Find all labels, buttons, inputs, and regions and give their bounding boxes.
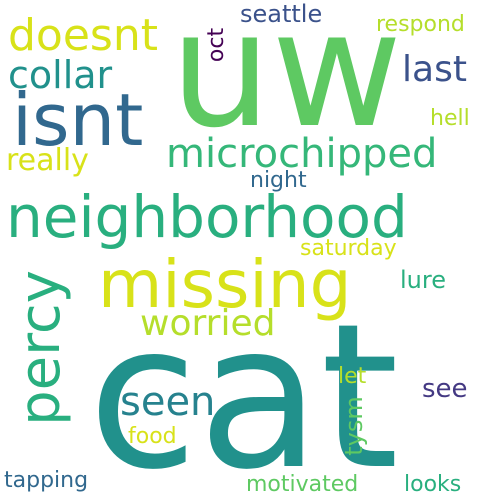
word-motivated: motivated: [246, 472, 359, 497]
word-really: really: [6, 143, 89, 178]
word-seen: seen: [120, 379, 216, 425]
word-cat: cat: [88, 281, 399, 500]
word-hell: hell: [430, 106, 470, 131]
word-uw: uw: [170, 0, 403, 163]
word-let: let: [338, 364, 367, 389]
word-respond: respond: [376, 12, 465, 37]
word-isnt: isnt: [12, 78, 144, 162]
word-tapping: tapping: [4, 468, 89, 493]
word-saturday: saturday: [300, 236, 397, 261]
word-doesnt: doesnt: [8, 10, 158, 61]
word-microchipped: microchipped: [166, 131, 438, 177]
word-neighborhood: neighborhood: [6, 183, 408, 251]
word-lure: lure: [400, 266, 446, 294]
word-collar: collar: [8, 53, 113, 97]
word-missing: missing: [98, 246, 352, 323]
word-looks: looks: [404, 472, 462, 497]
word-oct: oct: [204, 27, 230, 63]
word-food: food: [128, 424, 177, 449]
word-tysm: tysm: [339, 396, 368, 456]
word-percy: percy: [7, 270, 73, 426]
word-see: see: [422, 374, 468, 404]
word-night: night: [250, 168, 307, 193]
word-worried: worried: [140, 303, 276, 344]
word-seattle: seattle: [240, 0, 323, 28]
word-last: last: [402, 49, 467, 90]
